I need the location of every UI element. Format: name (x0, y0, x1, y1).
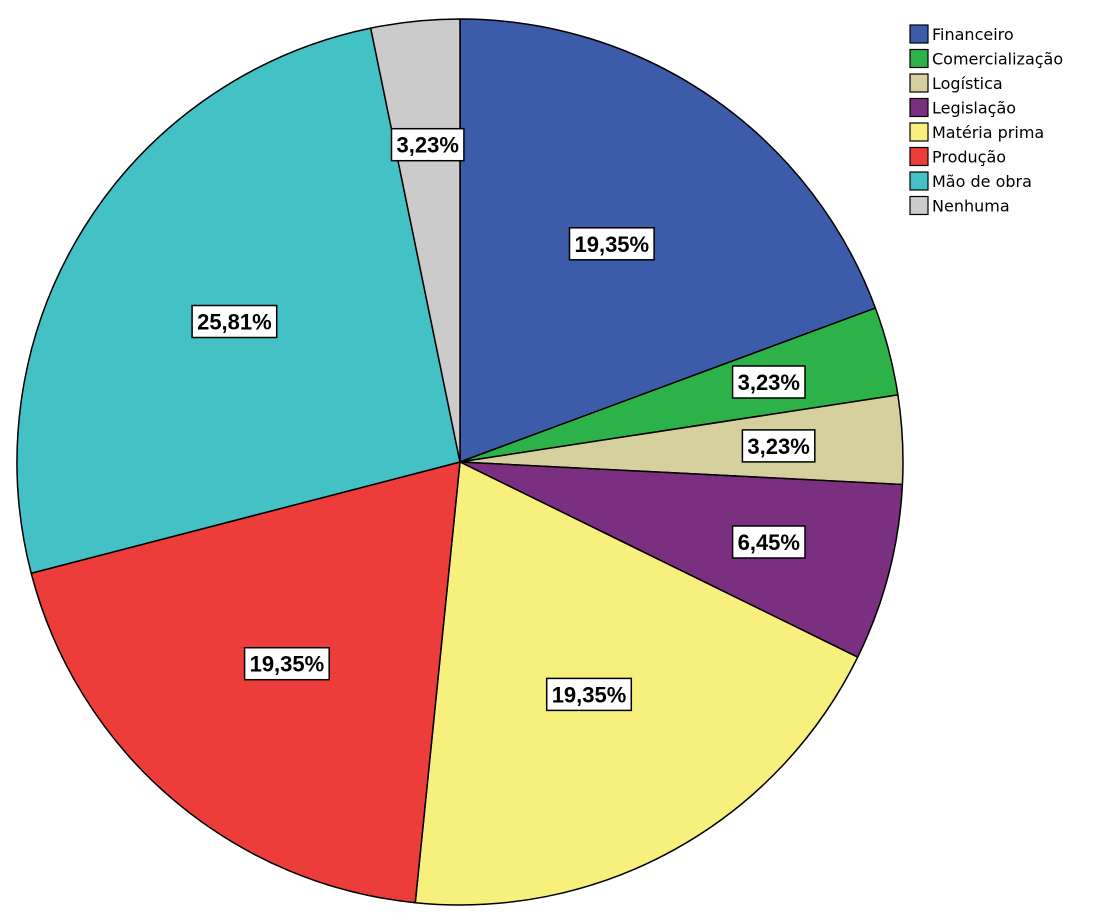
pie-slice-financeiro (459, 18, 877, 463)
pie-slice-mao-de-obra (16, 27, 461, 574)
data-label-box (243, 646, 330, 681)
legend-swatch (909, 122, 929, 142)
data-label-nenhuma: 3,23% (390, 127, 465, 162)
legend-label: Comercialização (932, 50, 1063, 69)
data-label-financeiro: 19,35% (568, 227, 655, 261)
data-label-logistica: 3,23% (741, 429, 816, 463)
data-label-mao-de-obra: 25,81% (191, 304, 278, 339)
data-label-text: 3,23% (747, 434, 809, 459)
legend-item-nenhuma: Nenhuma (909, 195, 1010, 216)
legend-swatch (909, 48, 929, 69)
legend-swatch (909, 24, 929, 44)
data-label-box (390, 127, 465, 162)
data-label-text: 3,23% (397, 133, 459, 158)
legend-item-mao-de-obra: Mão de obra (909, 171, 1032, 191)
data-label-text: 19,35% (574, 232, 649, 257)
legend-label: Produção (932, 148, 1006, 167)
data-label-box (568, 227, 655, 261)
legend-item-logistica: Logística (909, 73, 1003, 93)
data-label-text: 3,23% (738, 370, 800, 395)
data-label-box (731, 365, 806, 399)
data-label-legislacao: 6,45% (731, 525, 806, 559)
legend-item-materia-prima: Matéria prima (909, 122, 1044, 142)
legend-item-financeiro: Financeiro (909, 24, 1014, 44)
legend-swatch (909, 146, 929, 167)
data-label-box (731, 525, 806, 559)
legend: Financeiro Comercialização Logística Legisl… (909, 24, 1063, 216)
legend-label: Financeiro (932, 25, 1014, 44)
legend-item-producao: Produção (909, 146, 1006, 167)
legend-swatch (909, 171, 929, 191)
data-label-comercializacao: 3,23% (731, 365, 806, 399)
legend-label: Legislação (932, 99, 1016, 118)
legend-label: Logística (932, 74, 1003, 93)
legend-label: Nenhuma (932, 197, 1010, 216)
data-label-text: 6,45% (738, 530, 800, 555)
data-label-text: 19,35% (552, 682, 627, 707)
legend-label: Matéria prima (932, 123, 1044, 142)
data-label-box (545, 677, 633, 712)
legend-item-legislacao: Legislação (909, 97, 1016, 118)
legend-label: Mão de obra (932, 172, 1032, 191)
pie-data-labels: 19,35% 3,23% 3,23% 6,45% 19,35% 19,35% 25,81% 3… (191, 127, 816, 712)
data-label-box (191, 304, 278, 339)
legend-item-comercializacao: Comercialização (909, 48, 1063, 69)
pie-slice-legislacao (459, 461, 904, 658)
data-label-box (741, 429, 816, 463)
data-label-materia-prima: 19,35% (545, 677, 633, 712)
legend-swatch (909, 195, 929, 216)
pie-slice-materia-prima (414, 461, 859, 906)
data-label-text: 25,81% (197, 310, 272, 335)
legend-swatch (909, 73, 929, 93)
data-label-text: 19,35% (250, 652, 325, 677)
data-label-producao: 19,35% (243, 646, 330, 681)
legend-swatch (909, 97, 929, 118)
pie-slice-producao (30, 461, 461, 904)
